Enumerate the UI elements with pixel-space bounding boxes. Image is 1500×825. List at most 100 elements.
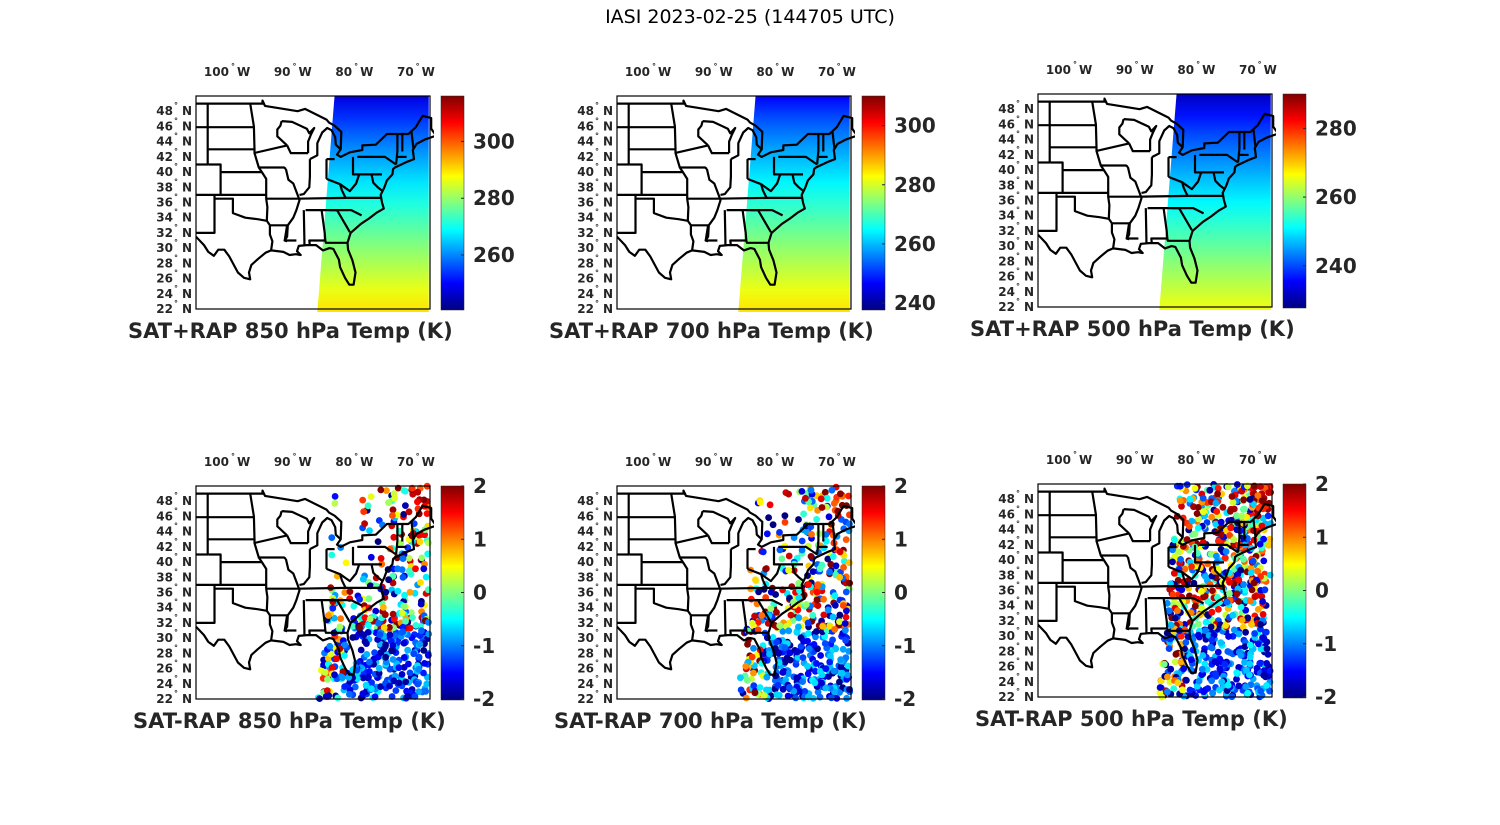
difference-point bbox=[825, 513, 833, 521]
difference-point bbox=[750, 644, 757, 652]
lat-tick-label: 26 bbox=[156, 662, 173, 676]
difference-point bbox=[1179, 686, 1186, 694]
boundary-line bbox=[286, 534, 309, 545]
boundary-line bbox=[1128, 142, 1151, 153]
boundary-line bbox=[268, 225, 274, 251]
difference-point bbox=[1260, 672, 1268, 679]
difference-point bbox=[759, 548, 767, 556]
lat-tick-label: 42 bbox=[577, 540, 594, 554]
difference-point bbox=[400, 639, 408, 647]
difference-point bbox=[829, 636, 836, 644]
lat-hemisphere-label: N bbox=[1024, 553, 1034, 567]
degree-symbol: ° bbox=[174, 659, 178, 668]
difference-point bbox=[386, 631, 394, 639]
lat-hemisphere-label: N bbox=[182, 540, 192, 554]
boundary-line bbox=[730, 126, 763, 161]
difference-point bbox=[405, 660, 412, 668]
difference-point bbox=[763, 530, 771, 538]
lat-tick-label: 48 bbox=[998, 492, 1015, 506]
degree-symbol: ° bbox=[1016, 535, 1020, 544]
difference-point bbox=[402, 678, 410, 686]
difference-point bbox=[773, 691, 781, 699]
difference-point bbox=[360, 508, 368, 515]
difference-point bbox=[1201, 660, 1209, 668]
boundary-line bbox=[1237, 132, 1241, 163]
difference-point bbox=[1254, 492, 1262, 499]
lon-tick-label: 80 bbox=[1177, 63, 1194, 77]
boundary-line bbox=[617, 99, 855, 286]
difference-point bbox=[331, 500, 339, 507]
degree-symbol: ° bbox=[1016, 251, 1020, 260]
lat-hemisphere-label: N bbox=[1024, 492, 1034, 506]
boundary-line bbox=[1168, 175, 1189, 197]
boundary-line bbox=[324, 240, 347, 244]
difference-point bbox=[779, 685, 787, 693]
lon-tick-label: 100 bbox=[1046, 453, 1071, 467]
difference-point bbox=[1177, 556, 1184, 563]
colorbar-tick-label: -1 bbox=[894, 634, 916, 658]
boundary-line bbox=[299, 580, 308, 586]
lat-hemisphere-label: N bbox=[603, 104, 613, 118]
difference-point bbox=[377, 683, 384, 690]
difference-point bbox=[765, 514, 772, 521]
difference-point bbox=[1198, 665, 1206, 673]
difference-point bbox=[756, 684, 764, 691]
difference-point bbox=[1230, 626, 1238, 634]
difference-point bbox=[804, 619, 812, 627]
lon-hemisphere-label: W bbox=[360, 455, 373, 469]
difference-point bbox=[826, 658, 834, 666]
difference-point bbox=[1181, 621, 1189, 628]
difference-point bbox=[737, 686, 745, 694]
difference-point bbox=[784, 670, 792, 678]
degree-symbol: ° bbox=[595, 208, 599, 217]
difference-point bbox=[412, 622, 420, 629]
difference-point bbox=[337, 615, 344, 622]
lat-tick-label: 30 bbox=[998, 239, 1015, 253]
boundary-line bbox=[1147, 547, 1153, 580]
difference-point bbox=[382, 588, 390, 596]
difference-point bbox=[406, 669, 414, 677]
boundary-line bbox=[1111, 612, 1139, 630]
lat-hemisphere-label: N bbox=[182, 241, 192, 255]
difference-point bbox=[349, 634, 357, 641]
difference-point bbox=[1174, 607, 1181, 615]
lat-tick-label: 48 bbox=[156, 494, 173, 508]
difference-point bbox=[769, 634, 777, 641]
difference-point bbox=[784, 692, 792, 700]
degree-symbol: ° bbox=[293, 62, 297, 71]
degree-symbol: ° bbox=[595, 177, 599, 186]
boundary-line bbox=[1237, 522, 1241, 553]
lat-tick-label: 22 bbox=[998, 690, 1015, 704]
lat-tick-label: 26 bbox=[998, 660, 1015, 674]
difference-point bbox=[359, 575, 367, 583]
difference-point bbox=[805, 645, 813, 653]
difference-point bbox=[1226, 590, 1233, 597]
lat-hemisphere-label: N bbox=[1024, 239, 1034, 253]
colorbar-tick-label: 260 bbox=[1315, 185, 1357, 209]
difference-point bbox=[842, 626, 849, 634]
difference-point bbox=[404, 692, 411, 700]
boundary-line bbox=[336, 209, 351, 233]
panel-title: SAT+RAP 850 hPa Temp (K) bbox=[128, 319, 453, 343]
difference-point bbox=[1229, 499, 1237, 506]
difference-point bbox=[1178, 502, 1185, 510]
satellite-swath bbox=[317, 96, 429, 313]
boundary-line bbox=[697, 120, 709, 147]
difference-point bbox=[1207, 623, 1215, 631]
map-chart: 100 ° W 90 ° W 80 ° W 70 ° W48 ° N46 ° N44 ° N42 ° N40 ° N38 °… bbox=[156, 452, 495, 711]
difference-point bbox=[846, 686, 853, 693]
difference-point bbox=[1207, 550, 1215, 558]
difference-point bbox=[341, 641, 348, 649]
difference-point bbox=[357, 646, 365, 654]
degree-symbol: ° bbox=[1073, 60, 1077, 69]
difference-point bbox=[846, 579, 853, 587]
boundary-line bbox=[196, 194, 216, 234]
lon-hemisphere-label: W bbox=[422, 65, 435, 79]
lon-hemisphere-label: W bbox=[1264, 453, 1277, 467]
lat-hemisphere-label: N bbox=[182, 555, 192, 569]
lat-hemisphere-label: N bbox=[1024, 629, 1034, 643]
difference-point bbox=[836, 611, 844, 619]
lat-hemisphere-label: N bbox=[182, 226, 192, 240]
lat-hemisphere-label: N bbox=[1024, 117, 1034, 131]
difference-point bbox=[422, 688, 430, 695]
